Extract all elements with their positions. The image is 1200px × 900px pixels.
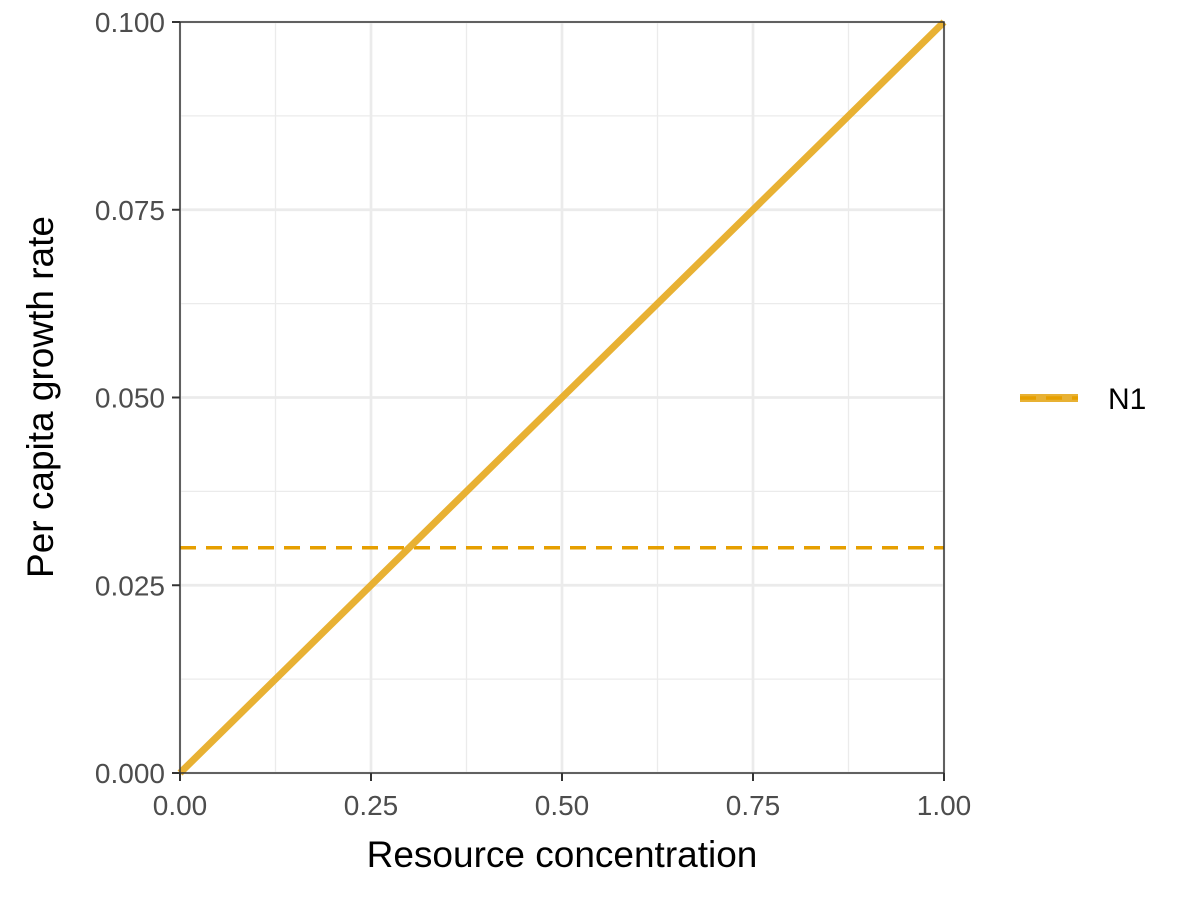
legend-label: N1: [1108, 383, 1146, 416]
y-axis: 0.000 0.025 0.050 0.075 0.100: [95, 7, 180, 789]
x-tick-label: 0.25: [344, 790, 399, 821]
y-tick-label: 0.075: [95, 195, 165, 226]
series-line-n1: [177, 19, 947, 776]
y-axis-title: Per capita growth rate: [20, 216, 61, 578]
x-axis-title: Resource concentration: [367, 834, 758, 875]
x-axis: 0.00 0.25 0.50 0.75 1.00: [153, 773, 972, 821]
series-layer: [177, 19, 947, 776]
y-tick-label: 0.025: [95, 570, 165, 601]
x-tick-label: 0.75: [726, 790, 781, 821]
y-tick-label: 0.000: [95, 758, 165, 789]
y-tick-label: 0.050: [95, 383, 165, 414]
x-tick-label: 1.00: [917, 790, 972, 821]
x-tick-label: 0.00: [153, 790, 208, 821]
legend: N1: [1020, 383, 1146, 416]
x-tick-label: 0.50: [535, 790, 590, 821]
y-tick-label: 0.100: [95, 7, 165, 38]
